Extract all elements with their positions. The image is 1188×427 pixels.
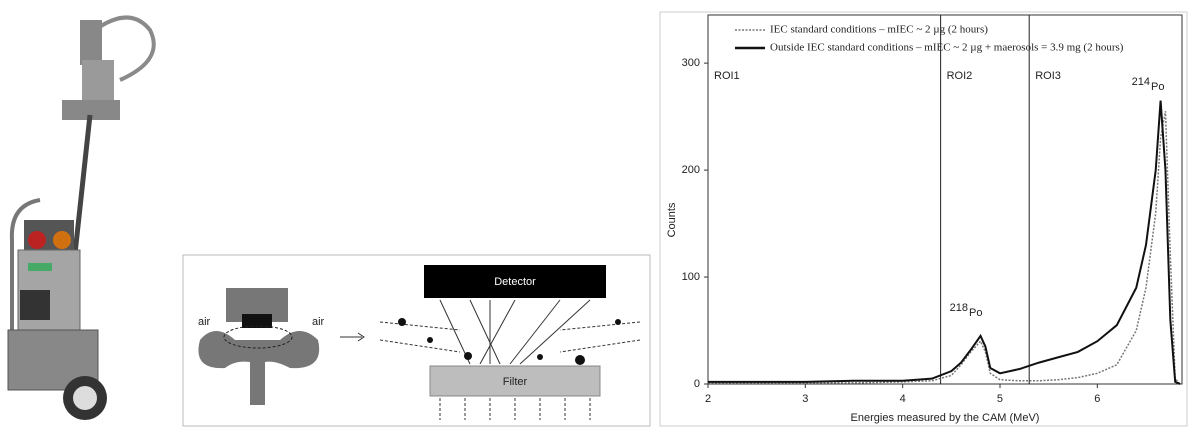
plot-frame xyxy=(707,14,1183,385)
peak-mass: 218 xyxy=(950,302,968,314)
air-label: air xyxy=(312,316,325,328)
legend-label: Outside IEC standard conditions – mIEC ~… xyxy=(770,42,1124,54)
x-tick-label: 2 xyxy=(705,393,711,405)
y-tick-label: 200 xyxy=(682,164,700,176)
series-line xyxy=(708,100,1181,385)
peak-mass: 214 xyxy=(1132,76,1150,88)
roi-label: ROI3 xyxy=(1035,70,1061,82)
y-tick-label: 100 xyxy=(682,271,700,283)
air-label: air xyxy=(198,316,211,328)
filter-label: Filter xyxy=(503,376,528,388)
series-line xyxy=(708,111,1181,385)
peak-element: Po xyxy=(1151,81,1164,93)
x-tick-label: 3 xyxy=(802,393,808,405)
y-tick-label: 300 xyxy=(682,57,700,69)
peak-element: Po xyxy=(969,307,982,319)
roi-label: ROI2 xyxy=(947,70,973,82)
y-tick-label: 0 xyxy=(694,378,700,390)
x-tick-label: 4 xyxy=(900,393,906,405)
detector-label: Detector xyxy=(494,276,536,288)
y-axis-label: Counts xyxy=(666,202,678,237)
roi-label: ROI1 xyxy=(714,70,740,82)
sampling-diagram: air air Detector Filter xyxy=(182,254,651,427)
x-tick-label: 5 xyxy=(997,393,1003,405)
x-axis-label: Energies measured by the CAM (MeV) xyxy=(851,412,1040,424)
x-tick-label: 6 xyxy=(1094,393,1100,405)
chart-panel xyxy=(659,11,1188,427)
legend-label: IEC standard conditions – mIEC ~ 2 µg (2… xyxy=(770,24,988,36)
device-photo xyxy=(7,15,156,420)
